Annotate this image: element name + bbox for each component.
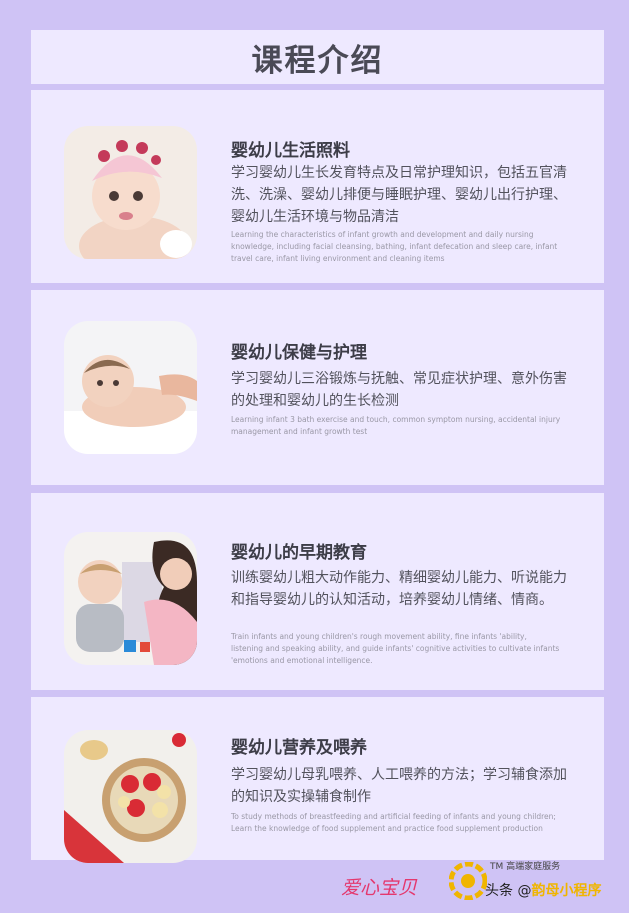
course-description: 学习婴幼儿三浴锻炼与抚触、常见症状护理、意外伤害的处理和婴幼儿的生长检测 bbox=[231, 371, 567, 409]
brand-logo-icon bbox=[448, 861, 488, 901]
course-title: 婴幼儿生活照料 bbox=[231, 141, 350, 161]
course-description: 训练婴幼儿粗大动作能力、精细婴幼儿能力、听说能力和指导婴幼儿的认知活动，培养婴幼… bbox=[231, 570, 567, 608]
course-card: 婴幼儿生活照料 学习婴幼儿生长发育特点及日常护理知识，包括五官清洗、洗澡、婴幼儿… bbox=[31, 90, 604, 283]
course-english-description: Train infants and young children's rough… bbox=[231, 632, 560, 665]
course-english-description: Learning the characteristics of infant g… bbox=[231, 230, 558, 263]
course-card: 婴幼儿营养及喂养 学习婴幼儿母乳喂养、人工喂养的方法；学习辅食添加的知识及实操辅… bbox=[31, 697, 604, 863]
fruit-bowl-photo bbox=[64, 730, 197, 863]
baby-massage-photo bbox=[64, 321, 197, 454]
source-watermark: 头条 @韵母小程序 bbox=[485, 880, 601, 900]
course-description: 学习婴幼儿母乳喂养、人工喂养的方法；学习辅食添加的知识及实操辅食制作 bbox=[231, 767, 567, 805]
course-description: 学习婴幼儿生长发育特点及日常护理知识，包括五官清洗、洗澡、婴幼儿排便与睡眠护理、… bbox=[231, 165, 567, 225]
course-english-description: To study methods of breastfeeding and ar… bbox=[231, 812, 556, 833]
course-title: 婴幼儿的早期教育 bbox=[231, 543, 367, 563]
page-header: 课程介绍 bbox=[31, 30, 604, 84]
source-prefix: 头条 @ bbox=[485, 883, 532, 899]
course-english-description: Learning infant 3 bath exercise and touc… bbox=[231, 415, 561, 436]
brand-name: 爱心宝贝 bbox=[341, 877, 418, 899]
brand-tagline: TM 高端家庭服务 bbox=[490, 862, 561, 872]
page-title: 课程介绍 bbox=[251, 42, 384, 79]
course-card: 婴幼儿保健与护理 学习婴幼儿三浴锻炼与抚触、常见症状护理、意外伤害的处理和婴幼儿… bbox=[31, 290, 604, 485]
course-card: 婴幼儿的早期教育 训练婴幼儿粗大动作能力、精细婴幼儿能力、听说能力和指导婴幼儿的… bbox=[31, 493, 604, 690]
mother-and-baby-playing-photo bbox=[64, 532, 197, 665]
course-title: 婴幼儿营养及喂养 bbox=[231, 738, 367, 758]
course-title: 婴幼儿保健与护理 bbox=[231, 343, 367, 363]
baby-with-headband-photo bbox=[64, 126, 197, 259]
source-name: 韵母小程序 bbox=[531, 883, 602, 899]
